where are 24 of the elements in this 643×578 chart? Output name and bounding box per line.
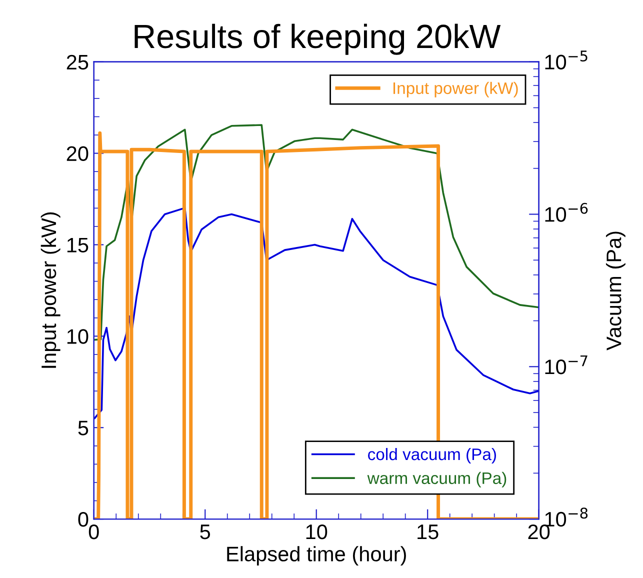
chart-title: Results of keeping 20kW: [134, 24, 501, 55]
legend-label: warm vacuum (Pa): [367, 472, 506, 488]
y-tick-label: 25: [66, 54, 88, 70]
x-tick-label: 20: [528, 524, 550, 540]
y-axis-title: Input power (kW): [40, 212, 60, 368]
legend-label: Input power (kW): [393, 82, 518, 98]
y-tick-label: 10: [67, 329, 88, 344]
y2-tick-label: 10$^{−5}$: [545, 50, 588, 70]
y-tick-label: 5: [78, 420, 88, 436]
y2-tick-label: 10$^{−7}$: [545, 355, 588, 374]
line-series: [94, 207, 539, 419]
x-tick-label: 15: [418, 524, 438, 540]
y2-tick-label: 10$^{−6}$: [545, 202, 588, 222]
line-series: [94, 124, 539, 341]
x-tick-label: 10: [306, 524, 328, 540]
x-axis-title: Elapsed time (hour): [227, 546, 406, 566]
legend-label: cold vacuum (Pa): [368, 448, 496, 464]
x-tick-label: 0: [88, 524, 99, 540]
y-tick-label: 20: [66, 146, 88, 162]
y-tick-label: 15: [67, 238, 88, 252]
y-tick-label: 0: [78, 512, 88, 527]
x-tick-label: 5: [200, 524, 210, 540]
y2-tick-label: 10$^{−8}$: [545, 508, 588, 527]
y2-axis-title: Vacuum (Pa): [606, 232, 626, 350]
